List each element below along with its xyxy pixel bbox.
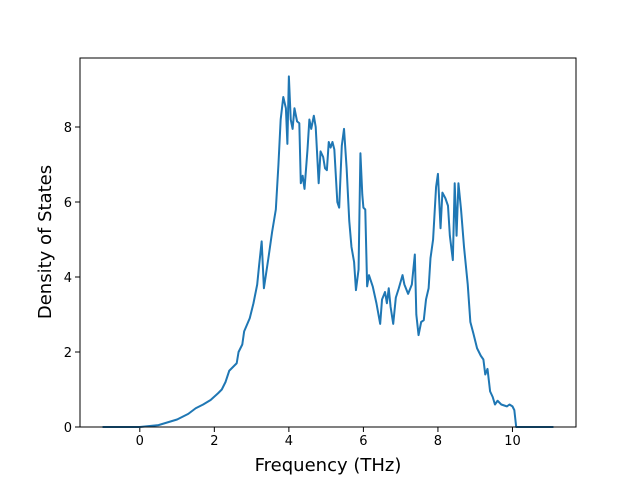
y-tick-label: 6 xyxy=(64,196,72,211)
x-tick-label: 4 xyxy=(285,434,293,449)
y-tick-label: 8 xyxy=(64,121,72,136)
y-tick-label: 2 xyxy=(64,346,72,361)
x-tick-label: 0 xyxy=(136,434,144,449)
x-tick-label: 8 xyxy=(434,434,442,449)
x-tick-label: 2 xyxy=(210,434,218,449)
x-tick-label: 10 xyxy=(504,434,521,449)
line xyxy=(102,75,554,428)
x-tick-label: 6 xyxy=(359,434,367,449)
plot-frame xyxy=(79,57,577,428)
x-axis-label: Frequency (THz) xyxy=(255,455,402,476)
y-tick-label: 4 xyxy=(64,271,72,286)
y-tick-label: 0 xyxy=(64,421,72,436)
y-axis-label: Density of States xyxy=(35,165,56,319)
